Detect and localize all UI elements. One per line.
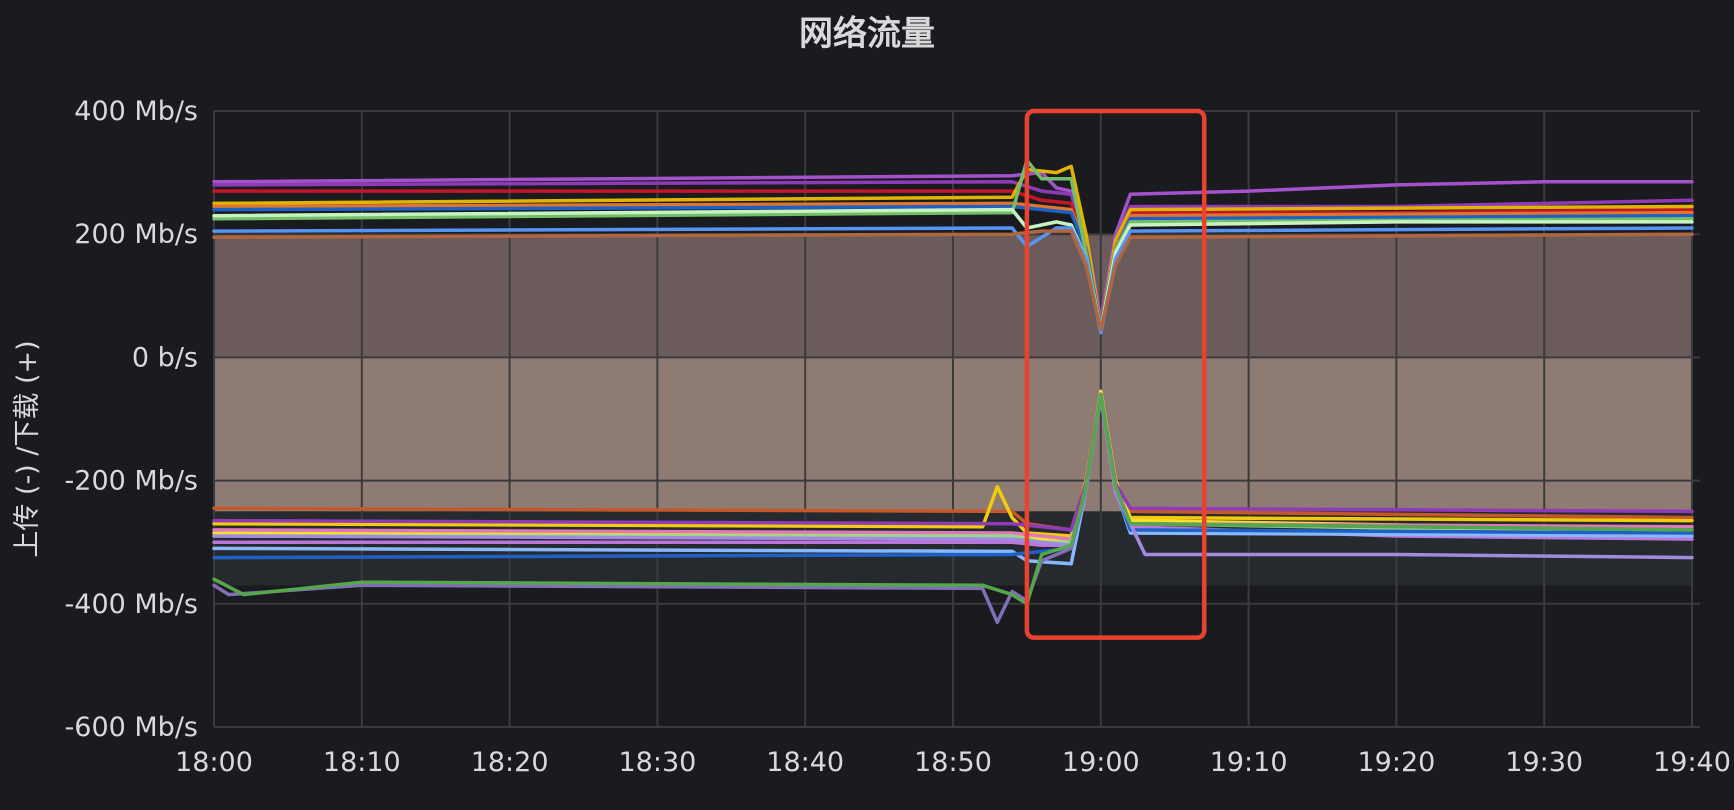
y-tick-label: -600 Mb/s	[65, 712, 198, 743]
x-tick-label: 18:00	[175, 747, 253, 778]
y-tick-label: 200 Mb/s	[74, 219, 198, 250]
x-tick-label: 19:30	[1505, 747, 1583, 778]
y-tick-label: 400 Mb/s	[74, 96, 198, 127]
x-tick-label: 19:00	[1062, 747, 1140, 778]
highlight-box	[1024, 108, 1207, 640]
x-tick-label: 18:30	[618, 747, 696, 778]
x-tick-label: 18:50	[914, 747, 992, 778]
y-tick-label: -200 Mb/s	[65, 466, 198, 497]
x-tick-label: 18:20	[471, 747, 549, 778]
x-tick-label: 19:10	[1210, 747, 1288, 778]
y-tick-label: 0 b/s	[132, 342, 198, 373]
x-tick-label: 18:10	[323, 747, 401, 778]
x-tick-label: 19:20	[1357, 747, 1435, 778]
panel-title: 网络流量	[799, 14, 935, 54]
y-axis-label: 上传 (-) /下载 (+)	[12, 340, 43, 557]
highlight-group	[1024, 108, 1207, 640]
series-line	[212, 229, 1694, 332]
series-line	[212, 392, 1694, 606]
y-axis-ticks: 400 Mb/s 200 Mb/s 0 b/s -200 Mb/s -400 Mb/s -…	[65, 96, 198, 743]
y-axis-label-group: 上传 (-) /下载 (+)	[12, 340, 43, 557]
series-line	[212, 226, 1694, 335]
x-tick-label: 19:40	[1653, 747, 1731, 778]
x-axis-ticks: 18:00 18:10 18:20 18:30 18:40 18:50 19:00 19:10…	[175, 747, 1731, 778]
x-tick-label: 18:40	[766, 747, 844, 778]
y-tick-label: -400 Mb/s	[65, 589, 198, 620]
